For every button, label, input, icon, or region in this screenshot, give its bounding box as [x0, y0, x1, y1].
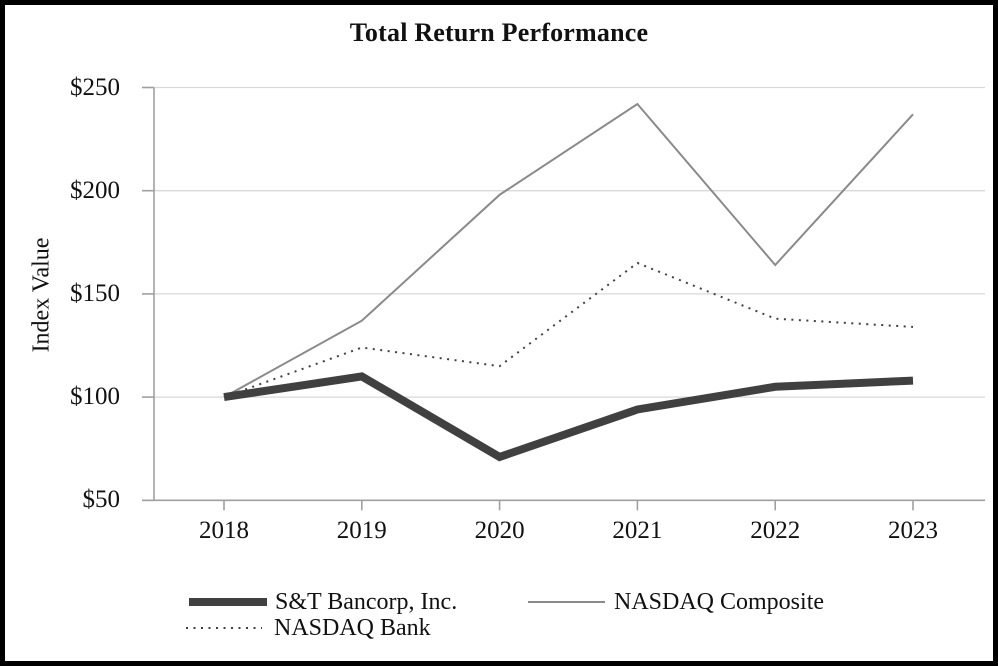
legend-label-nasdaq-bank: NASDAQ Bank [274, 614, 431, 641]
plot-area [142, 86, 985, 511]
x-tick-label-2021: 2021 [612, 517, 663, 544]
y-tick-label-200: $200 [70, 176, 120, 204]
legend-label-st-bancorp: S&T Bancorp, Inc. [275, 588, 458, 615]
x-tick-label-2020: 2020 [474, 517, 525, 544]
y-tick-label-150: $150 [70, 279, 120, 307]
series-line-nasdaq-composite [223, 102, 914, 398]
st-bancorp-line-swatch [189, 598, 267, 606]
nasdaq-bank-line-swatch [186, 627, 262, 629]
x-tick-label-2019: 2019 [336, 517, 387, 544]
series-line-s-t-bancorp-inc [223, 372, 914, 462]
x-tick-label-2018: 2018 [199, 517, 249, 544]
x-tick-label-2022: 2022 [750, 517, 801, 544]
legend-item-nasdaq-bank: NASDAQ Bank [186, 615, 431, 641]
x-tick-label-2023: 2023 [888, 517, 938, 544]
y-tick-label-50: $50 [82, 486, 121, 514]
y-tick-label-100: $100 [70, 383, 120, 411]
series-line-nasdaq-bank [223, 261, 914, 399]
y-tick-label-250: $250 [70, 73, 120, 101]
chart-title: Total Return Performance [349, 18, 649, 47]
legend-label-nasdaq-composite: NASDAQ Composite [614, 588, 825, 615]
legend-item-st-bancorp: S&T Bancorp, Inc. [189, 589, 457, 615]
legend-item-nasdaq-composite: NASDAQ Composite [528, 589, 824, 615]
nasdaq-composite-line-swatch [528, 601, 605, 603]
